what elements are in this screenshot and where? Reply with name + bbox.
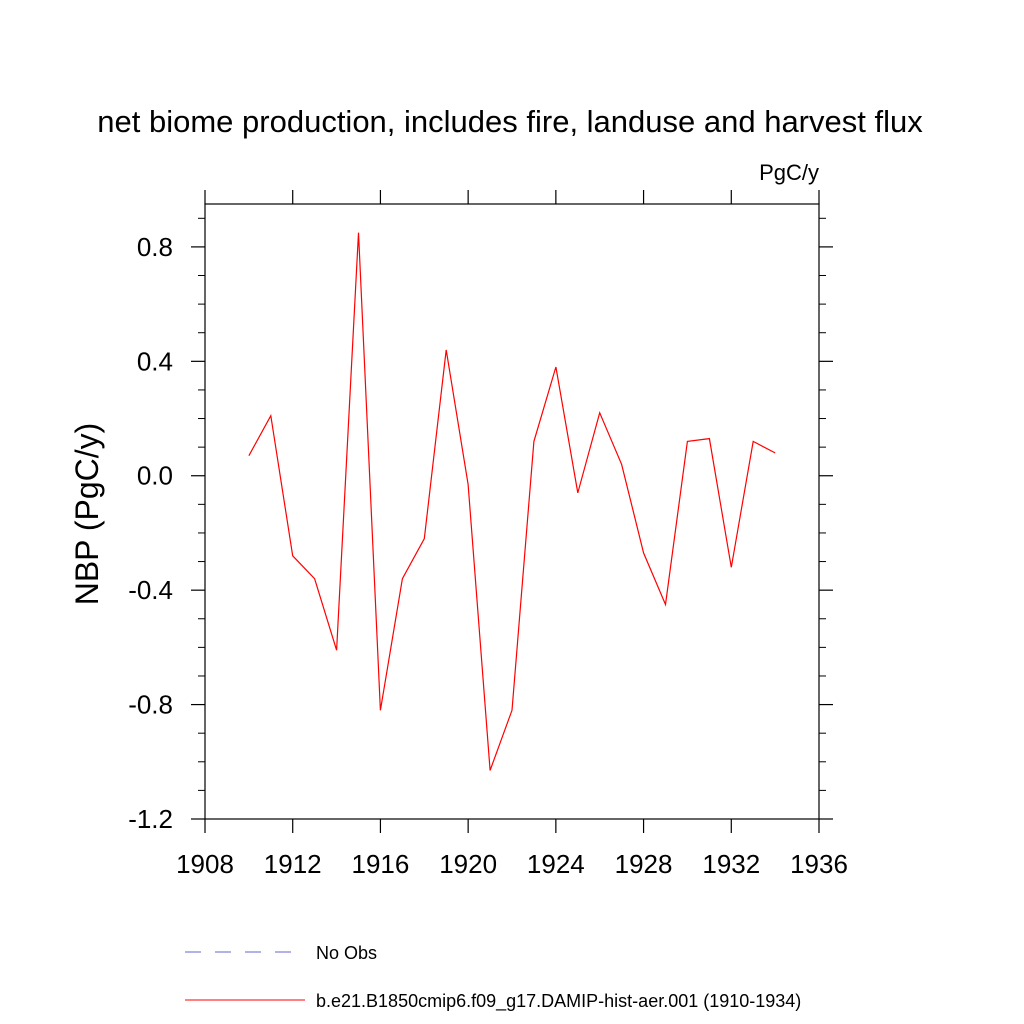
plot-frame bbox=[204, 203, 820, 820]
x-tick-label: 1920 bbox=[439, 849, 497, 879]
legend-label: b.e21.B1850cmip6.f09_g17.DAMIP-hist-aer.… bbox=[316, 991, 801, 1012]
y-tick-label: -0.4 bbox=[128, 575, 173, 605]
series-line bbox=[248, 232, 776, 771]
units-label: PgC/y bbox=[759, 160, 819, 185]
series-layer bbox=[248, 232, 776, 771]
legend: No Obs b.e21.B1850cmip6.f09_g17.DAMIP-his… bbox=[185, 943, 801, 1012]
legend-label: No Obs bbox=[316, 943, 377, 963]
y-axis-label: NBP (PgC/y) bbox=[69, 423, 105, 606]
x-tick-label: 1932 bbox=[702, 849, 760, 879]
y-tick-label: 0.0 bbox=[137, 461, 173, 491]
x-tick-label: 1908 bbox=[176, 849, 234, 879]
x-tick-label: 1912 bbox=[264, 849, 322, 879]
y-tick-label: 0.4 bbox=[137, 346, 173, 376]
x-tick-label: 1924 bbox=[527, 849, 585, 879]
chart-title: net biome production, includes fire, lan… bbox=[97, 104, 923, 139]
x-tick-label: 1928 bbox=[615, 849, 673, 879]
y-tick-label: 0.8 bbox=[137, 232, 173, 262]
y-tick-label: -1.2 bbox=[128, 804, 173, 834]
x-tick-label: 1936 bbox=[790, 849, 848, 879]
axis-ticks bbox=[191, 190, 833, 833]
axis-tick-labels: 1908 1912 1916 1920 1924 1928 1932 1936 -1.2 -0.8… bbox=[128, 232, 848, 879]
x-tick-label: 1916 bbox=[352, 849, 410, 879]
y-tick-label: -0.8 bbox=[128, 690, 173, 720]
